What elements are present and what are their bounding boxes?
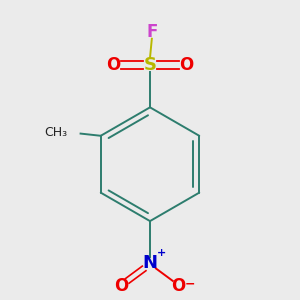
Text: +: + xyxy=(156,248,166,258)
Text: S: S xyxy=(143,56,157,74)
Text: N: N xyxy=(142,254,158,272)
Text: O: O xyxy=(106,56,120,74)
Text: O: O xyxy=(114,277,128,295)
Text: F: F xyxy=(146,23,158,41)
Text: O: O xyxy=(180,56,194,74)
Text: −: − xyxy=(184,278,195,291)
Text: CH₃: CH₃ xyxy=(45,126,68,139)
Text: O: O xyxy=(172,277,186,295)
